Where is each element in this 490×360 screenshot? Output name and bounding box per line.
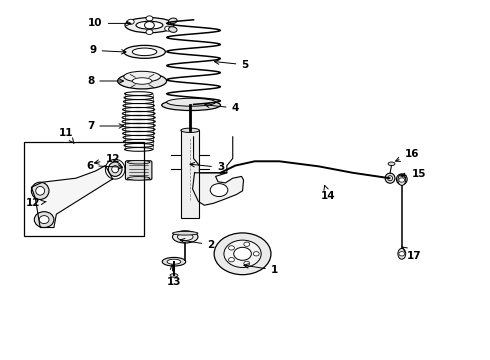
Text: 12: 12 <box>95 154 120 164</box>
Ellipse shape <box>167 259 181 264</box>
Ellipse shape <box>162 100 220 111</box>
Ellipse shape <box>388 162 395 166</box>
Circle shape <box>146 30 153 35</box>
Text: 10: 10 <box>88 18 131 28</box>
Text: 2: 2 <box>180 238 214 250</box>
Ellipse shape <box>388 176 392 181</box>
Ellipse shape <box>127 176 150 180</box>
Ellipse shape <box>112 166 119 173</box>
Text: 6: 6 <box>86 161 122 171</box>
Text: 8: 8 <box>87 76 123 86</box>
Circle shape <box>244 261 250 266</box>
Ellipse shape <box>172 231 198 235</box>
Ellipse shape <box>177 233 193 240</box>
Circle shape <box>210 184 228 197</box>
Ellipse shape <box>36 186 45 195</box>
Text: 11: 11 <box>59 128 74 143</box>
Ellipse shape <box>39 216 49 224</box>
Bar <box>181 130 199 218</box>
Circle shape <box>244 242 250 246</box>
Bar <box>24 142 144 236</box>
Ellipse shape <box>162 257 186 266</box>
Ellipse shape <box>123 71 160 82</box>
Ellipse shape <box>172 231 198 243</box>
Ellipse shape <box>136 21 163 29</box>
Text: 13: 13 <box>167 265 181 287</box>
Circle shape <box>224 240 261 267</box>
Circle shape <box>399 252 405 256</box>
Text: 1: 1 <box>244 264 278 275</box>
Ellipse shape <box>167 98 216 106</box>
FancyBboxPatch shape <box>125 161 152 180</box>
Circle shape <box>228 257 234 262</box>
Polygon shape <box>31 166 113 228</box>
Ellipse shape <box>132 78 152 84</box>
Ellipse shape <box>132 48 157 55</box>
Ellipse shape <box>181 128 199 132</box>
Circle shape <box>234 247 251 260</box>
Circle shape <box>228 246 234 250</box>
Ellipse shape <box>169 18 177 24</box>
Ellipse shape <box>169 27 177 32</box>
Circle shape <box>146 16 153 21</box>
Ellipse shape <box>34 212 54 228</box>
Ellipse shape <box>385 173 395 183</box>
Text: 17: 17 <box>402 247 421 261</box>
Text: 16: 16 <box>395 149 419 161</box>
Ellipse shape <box>170 274 178 277</box>
Ellipse shape <box>31 182 49 199</box>
Circle shape <box>127 19 134 24</box>
Text: 12: 12 <box>26 198 46 208</box>
Ellipse shape <box>125 18 174 33</box>
Ellipse shape <box>108 162 122 176</box>
Ellipse shape <box>127 161 150 164</box>
Ellipse shape <box>398 175 406 185</box>
Text: 14: 14 <box>321 185 336 201</box>
Circle shape <box>165 26 172 31</box>
Ellipse shape <box>118 73 167 89</box>
Text: 9: 9 <box>90 45 126 55</box>
Text: 15: 15 <box>401 168 426 179</box>
Circle shape <box>145 22 154 29</box>
Circle shape <box>214 233 271 275</box>
Polygon shape <box>193 173 244 205</box>
Text: 5: 5 <box>215 60 248 70</box>
Ellipse shape <box>396 174 407 185</box>
Ellipse shape <box>398 248 406 259</box>
Ellipse shape <box>399 176 405 182</box>
Circle shape <box>399 178 405 182</box>
Text: 4: 4 <box>205 103 239 113</box>
Circle shape <box>253 252 259 256</box>
Text: 3: 3 <box>190 162 224 172</box>
Ellipse shape <box>123 45 165 58</box>
Text: 7: 7 <box>87 121 123 131</box>
